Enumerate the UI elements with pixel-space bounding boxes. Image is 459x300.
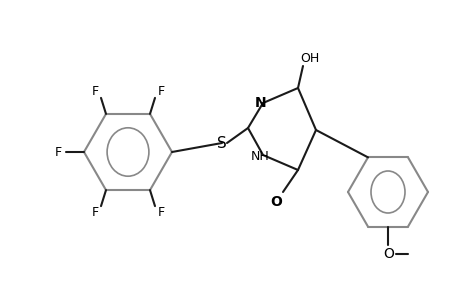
Text: F: F bbox=[91, 85, 98, 98]
Text: F: F bbox=[157, 206, 164, 219]
Text: F: F bbox=[157, 85, 164, 98]
Text: S: S bbox=[217, 136, 226, 151]
Text: N: N bbox=[255, 96, 266, 110]
Text: F: F bbox=[91, 206, 98, 219]
Text: O: O bbox=[269, 195, 281, 209]
Text: NH: NH bbox=[250, 151, 269, 164]
Text: O: O bbox=[383, 247, 393, 261]
Text: OH: OH bbox=[300, 52, 319, 64]
Text: F: F bbox=[54, 146, 62, 158]
